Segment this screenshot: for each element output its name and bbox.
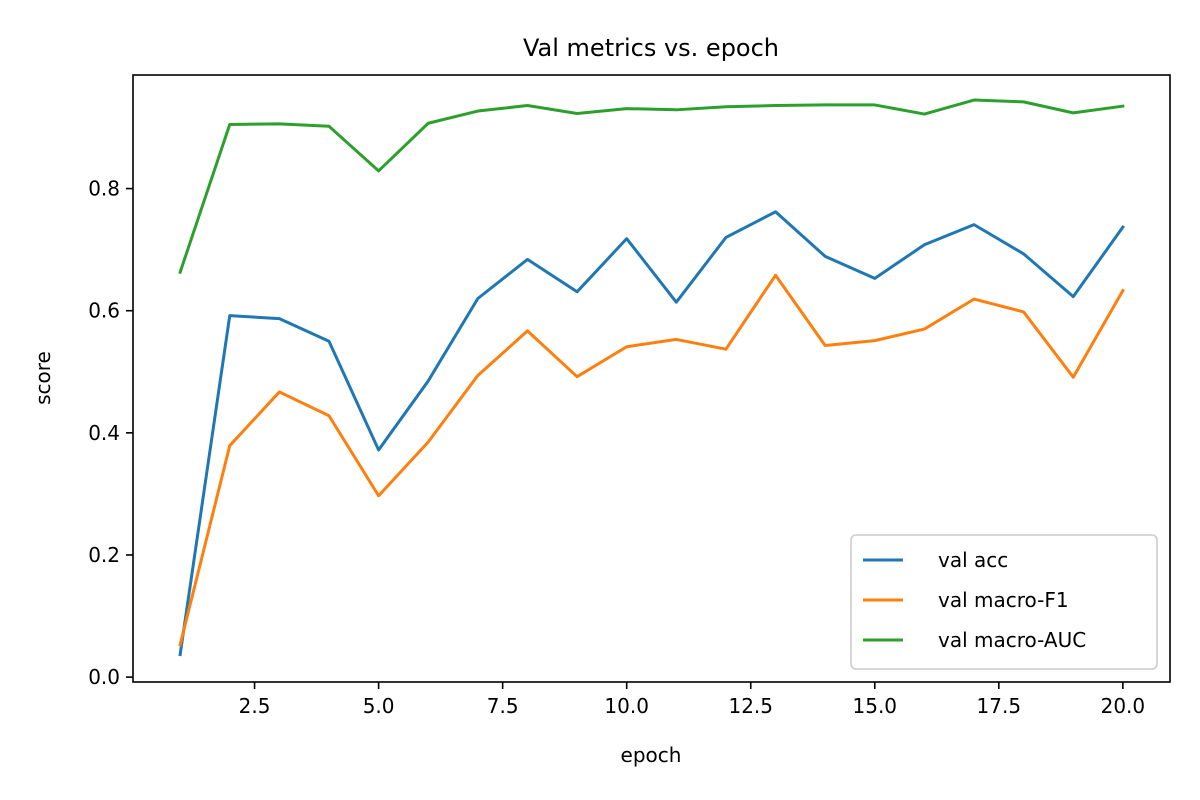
x-tick-label: 20.0 <box>1101 694 1146 718</box>
plot-area <box>178 98 1125 657</box>
x-axis-label: epoch <box>621 743 682 767</box>
y-tick-label: 0.4 <box>88 421 120 445</box>
y-tick-label: 0.0 <box>88 665 120 689</box>
series-line-1 <box>178 273 1125 647</box>
series-line-2 <box>178 98 1125 275</box>
x-tick-label: 17.5 <box>977 694 1022 718</box>
x-tick-label: 15.0 <box>853 694 898 718</box>
x-tick-label: 12.5 <box>728 694 773 718</box>
y-tick-label: 0.2 <box>88 543 120 567</box>
x-tick-label: 5.0 <box>363 694 395 718</box>
legend-box <box>850 534 1158 670</box>
legend-label: val acc <box>938 548 1008 572</box>
series-line-0 <box>178 210 1125 657</box>
y-axis: 0.0 0.2 0.4 0.6 0.8 <box>88 177 133 689</box>
x-tick-label: 2.5 <box>239 694 271 718</box>
x-axis: 2.5 5.0 7.5 10.0 12.5 15.0 17.5 20.0 <box>239 682 1145 718</box>
x-tick-label: 7.5 <box>487 694 519 718</box>
legend-label: val macro-AUC <box>938 628 1086 652</box>
legend-label: val macro-F1 <box>938 588 1069 612</box>
chart-title: Val metrics vs. epoch <box>523 34 779 62</box>
y-axis-label: score <box>31 351 55 405</box>
x-tick-label: 10.0 <box>604 694 649 718</box>
y-tick-label: 0.6 <box>88 299 120 323</box>
axes-frame <box>132 74 1171 683</box>
legend: val acc val macro-F1 val macro-AUC <box>850 534 1158 670</box>
y-tick-label: 0.8 <box>88 177 120 201</box>
